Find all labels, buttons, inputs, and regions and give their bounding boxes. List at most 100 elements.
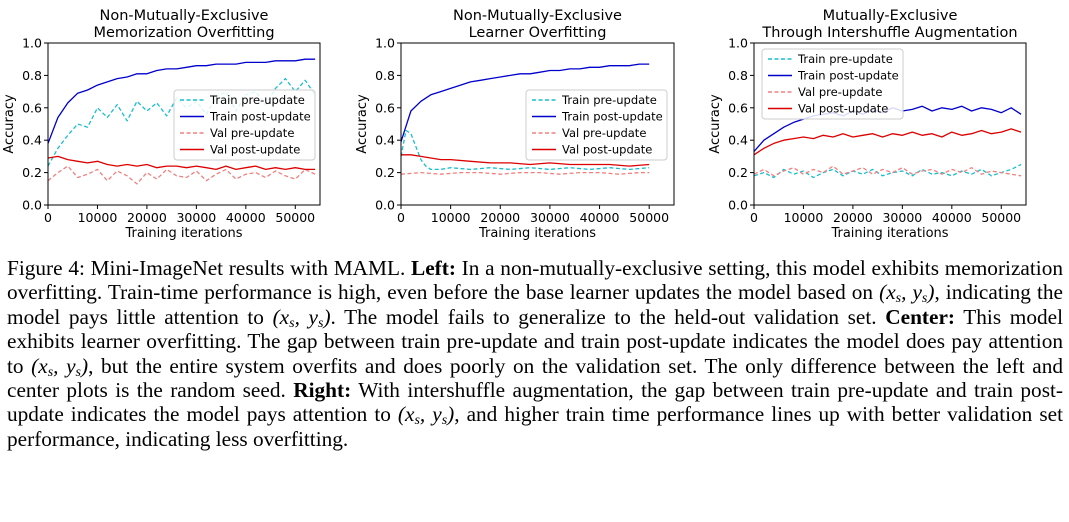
panel-title: Mutually-Exclusive [823, 8, 958, 24]
caption-intro: Mini-ImageNet results with MAML. [90, 256, 406, 280]
figure-caption: Figure 4: Mini-ImageNet results with MAM… [7, 256, 1063, 451]
legend-box [525, 89, 668, 161]
y-axis-label: Accuracy [355, 94, 370, 154]
y-tick-label: 0.4 [375, 133, 395, 148]
legend-label: Val post-update [562, 143, 652, 157]
y-tick-label: 1.0 [375, 36, 395, 51]
legend-label: Train post-update [797, 69, 899, 83]
x-tick-label: 0 [750, 210, 758, 225]
caption-left-c: . The model fails to generalize to the h… [330, 304, 877, 329]
legend-label: Train pre-update [561, 93, 657, 107]
series-group [48, 58, 316, 185]
x-tick-label: 10000 [431, 210, 471, 225]
x-axis-label: Training iterations [830, 226, 948, 241]
legend-label: Val post-update [798, 102, 888, 116]
legend-box [761, 48, 904, 120]
caption-label: Figure 4: [7, 256, 85, 280]
y-axis-label: Accuracy [708, 94, 723, 154]
caption-math: (xs, ys) [31, 353, 89, 380]
x-tick-label: 0 [44, 210, 52, 225]
series-line-train-post [48, 58, 316, 144]
y-tick-label: 1.0 [22, 36, 42, 51]
y-tick-label: 0.2 [728, 165, 748, 180]
series-line-train-pre [754, 163, 1022, 179]
series-line-train-post [401, 63, 650, 142]
y-tick-label: 0.4 [728, 133, 748, 148]
caption-right-b: , and higher train time performance line… [7, 402, 1063, 451]
legend: Train pre-update Train post-update Val pre… [761, 48, 904, 120]
x-axis-label: Training iterations [124, 226, 242, 241]
series-line-val-pre [754, 165, 1022, 177]
panel-title: Non-Mutually-Exclusive [453, 8, 622, 24]
caption-left-head: Left: [411, 256, 456, 280]
x-tick-label: 40000 [932, 210, 972, 225]
series-line-val-pre [401, 171, 650, 175]
y-tick-label: 0.4 [22, 133, 42, 148]
x-tick-label: 10000 [78, 210, 118, 225]
legend-label: Val post-update [210, 143, 300, 157]
axes-frame [47, 42, 321, 206]
legend-box [173, 89, 316, 161]
panel-title: Learner Overfitting [469, 25, 607, 41]
y-tick-label: 0.2 [375, 165, 395, 180]
caption-center-head: Center: [885, 304, 956, 329]
panel-title: Through Intershuffle Augmentation [761, 25, 1017, 41]
x-tick-label: 20000 [127, 210, 167, 225]
legend-label: Train post-update [209, 110, 311, 124]
legend-label: Train pre-update [797, 52, 893, 66]
y-tick-label: 0.0 [375, 198, 395, 213]
axes-frame [753, 42, 1027, 206]
legend: Train pre-update Train post-update Val pre… [173, 89, 316, 161]
x-tick-label: 0 [397, 210, 405, 225]
panel-title: Memorization Overfitting [93, 25, 274, 41]
y-tick-label: 1.0 [728, 36, 748, 51]
figure-panels: Non-Mutually-Exclusive Memorization Overf… [2, 8, 1027, 241]
x-tick-label: 10000 [784, 210, 824, 225]
series-line-val-post [48, 155, 316, 171]
x-tick-label: 40000 [226, 210, 266, 225]
legend-label: Val pre-update [210, 126, 294, 140]
caption-center-a: This model exhibits learner overfitting.… [7, 304, 1063, 378]
caption-math: (xs, ys) [397, 402, 455, 429]
axes-frame [400, 42, 675, 206]
series-line-val-post [401, 154, 650, 167]
caption-left-a: In a non-mutually-exclusive setting, thi… [7, 256, 1063, 305]
x-tick-label: 30000 [882, 210, 922, 225]
x-tick-label: 40000 [580, 210, 620, 225]
series-line-train-pre [401, 129, 650, 171]
caption-right-head: Right: [293, 378, 352, 403]
x-tick-label: 30000 [176, 210, 216, 225]
x-tick-label: 30000 [530, 210, 570, 225]
series-line-val-post [754, 128, 1022, 156]
legend-label: Train post-update [561, 110, 663, 124]
y-tick-label: 0.0 [22, 198, 42, 213]
y-tick-label: 0.6 [375, 100, 395, 115]
caption-center-b: , but the entire system overfits and doe… [7, 353, 1063, 403]
legend-label: Val pre-update [798, 85, 882, 99]
y-tick-label: 0.8 [375, 68, 395, 83]
y-tick-label: 0.8 [728, 68, 748, 83]
y-tick-label: 0.2 [22, 165, 42, 180]
y-tick-label: 0.6 [22, 100, 42, 115]
x-tick-label: 50000 [981, 210, 1021, 225]
x-tick-label: 20000 [480, 210, 520, 225]
caption-math: (xs, ys) [272, 304, 331, 331]
series-group [401, 63, 650, 175]
caption-right-a: With intershuffle augmentation, the gap … [7, 378, 1063, 427]
y-axis-label: Accuracy [2, 94, 17, 154]
x-tick-label: 50000 [629, 210, 669, 225]
series-line-train-pre [48, 77, 316, 167]
y-tick-label: 0.0 [728, 198, 748, 213]
x-tick-label: 50000 [275, 210, 315, 225]
y-tick-label: 0.6 [728, 100, 748, 115]
legend-label: Val pre-update [562, 126, 646, 140]
x-tick-label: 20000 [833, 210, 873, 225]
caption-math: (xs, ys) [879, 280, 935, 307]
x-axis-label: Training iterations [478, 226, 596, 241]
caption-left-b: , indicating the model pays little atten… [7, 280, 1063, 329]
legend: Train pre-update Train post-update Val pre… [525, 89, 668, 161]
y-tick-label: 0.8 [22, 68, 42, 83]
